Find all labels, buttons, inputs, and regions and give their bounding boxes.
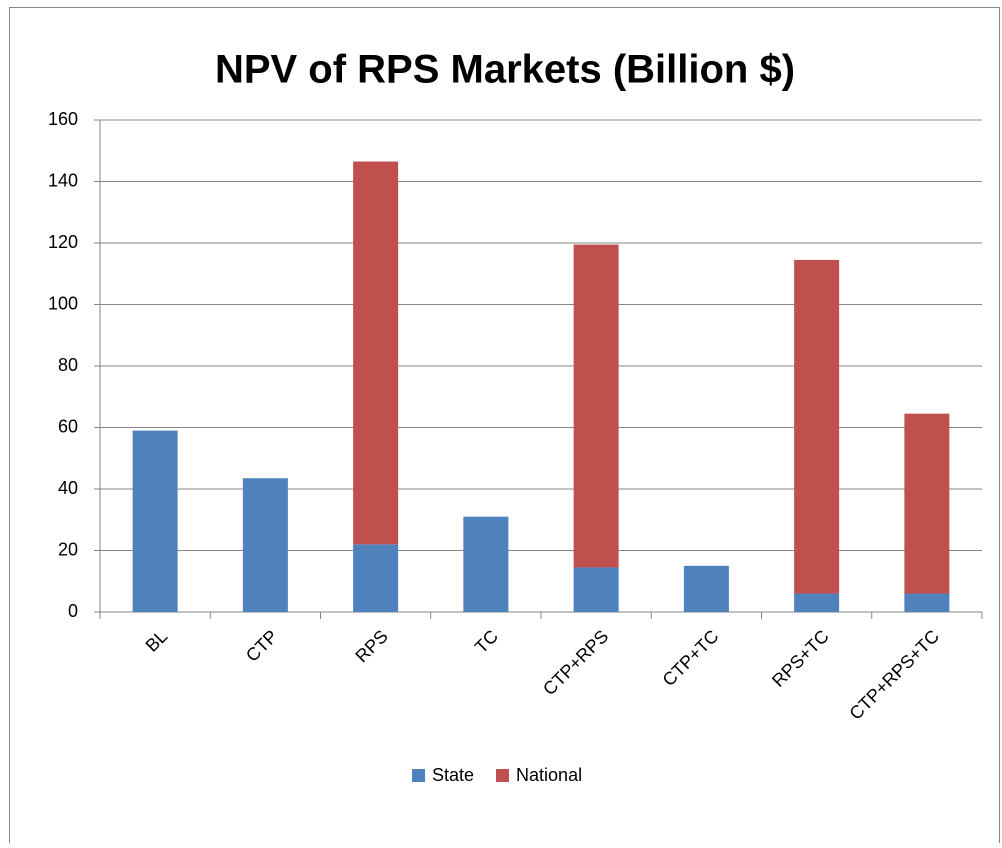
legend-label: State — [432, 765, 474, 785]
y-tick-label: 100 — [48, 293, 78, 313]
y-tick-label: 0 — [68, 601, 78, 621]
y-tick-label: 80 — [58, 355, 78, 375]
legend-swatch — [496, 769, 510, 782]
y-tick-label: 160 — [48, 109, 78, 129]
bar-segment — [353, 161, 399, 545]
bar-segment — [904, 593, 950, 612]
bar-segment — [573, 244, 619, 568]
legend-swatch — [412, 769, 425, 782]
y-tick-label: 60 — [58, 416, 78, 436]
legend-label: National — [516, 765, 582, 785]
y-tick-label: 140 — [48, 170, 78, 190]
bar-segment — [353, 544, 399, 612]
chart-title: NPV of RPS Markets (Billion $) — [215, 48, 795, 92]
y-tick-label: 120 — [48, 232, 78, 252]
bar-segment — [463, 516, 509, 612]
y-tick-label: 20 — [58, 539, 78, 559]
y-tick-label: 40 — [58, 478, 78, 498]
bar-segment — [904, 413, 950, 594]
bar-segment — [794, 259, 840, 594]
bar-segment — [794, 593, 840, 612]
bar-segment — [242, 478, 288, 612]
bar-segment — [132, 430, 178, 612]
bar-segment — [573, 567, 619, 612]
bar-segment — [683, 565, 729, 612]
chart-frame — [9, 7, 1000, 848]
